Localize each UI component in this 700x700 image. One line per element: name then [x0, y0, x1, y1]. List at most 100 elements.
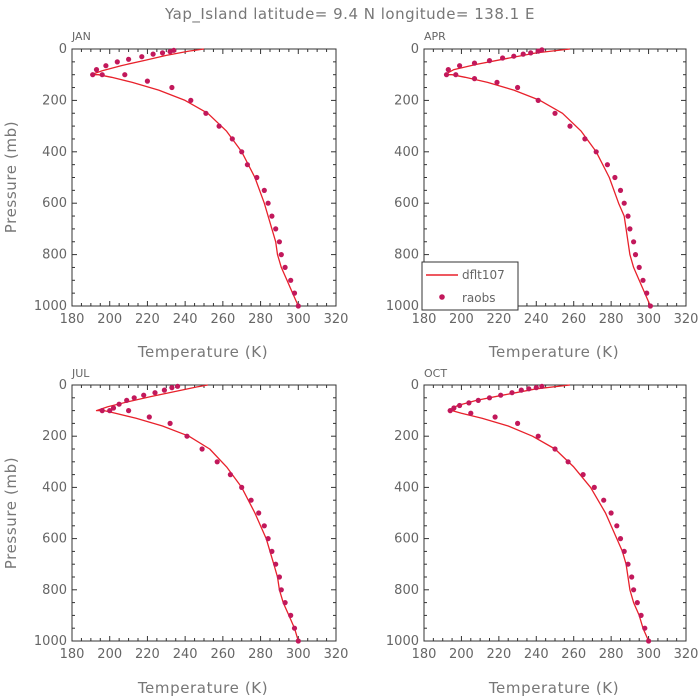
obs-point-jan — [278, 252, 284, 258]
xlabel-oct: Temperature (K) — [488, 679, 619, 697]
obs-point-apr — [471, 76, 478, 82]
obs-point-apr — [552, 110, 558, 116]
obs-point-apr — [515, 84, 521, 91]
obs-point-jan — [171, 47, 177, 53]
panel-jul: JUL Temperature (K) Pressure (mb) — [2, 367, 268, 697]
obs-point-jan — [291, 290, 298, 296]
y-tick-label-jul: 800 — [42, 583, 67, 598]
x-tick-label-jan: 180 — [60, 312, 85, 327]
obs-point-jul — [131, 395, 137, 401]
plot-frame-jan — [71, 48, 337, 307]
obs-point-apr — [539, 47, 545, 53]
y-tick-label-oct: 600 — [394, 532, 419, 547]
obs-point-oct — [486, 395, 493, 401]
obs-point-oct — [638, 612, 644, 619]
y-tick-label-apr: 400 — [394, 145, 419, 160]
obs-point-oct — [591, 484, 597, 490]
x-tick-label-apr: 320 — [674, 312, 699, 327]
x-tick-label-jul: 240 — [173, 647, 198, 662]
obs-point-jul — [184, 433, 190, 439]
obs-point-jul — [167, 420, 173, 426]
x-tick-label-apr: 280 — [599, 312, 624, 327]
obs-point-apr — [631, 239, 637, 245]
obs-point-apr — [520, 51, 526, 57]
x-tick-label-oct: 200 — [449, 647, 474, 662]
obs-point-oct — [498, 392, 504, 398]
y-tick-label-jul: 200 — [42, 429, 67, 444]
obs-point-jul — [261, 523, 267, 529]
obs-point-apr — [486, 58, 493, 64]
y-tick-label-apr: 600 — [394, 196, 419, 211]
x-tick-label-jan: 240 — [173, 312, 198, 327]
obs-point-oct — [509, 390, 515, 396]
obs-point-apr — [640, 277, 646, 283]
obs-point-oct — [539, 383, 545, 389]
obs-point-oct — [646, 638, 652, 644]
obs-point-jan — [126, 56, 132, 62]
obs-point-apr — [511, 53, 517, 59]
obs-point-jul — [99, 408, 105, 414]
obs-point-jan — [216, 123, 222, 129]
model-line-jan — [90, 48, 299, 307]
obs-point-jan — [244, 162, 250, 168]
obs-point-jul — [282, 600, 288, 606]
obs-point-oct — [580, 472, 586, 478]
obs-point-jul — [273, 561, 279, 567]
x-tick-label-oct: 280 — [599, 647, 624, 662]
obs-point-jan — [93, 67, 100, 73]
obs-point-jan — [139, 54, 145, 60]
obs-point-oct — [634, 600, 640, 606]
x-tick-label-jul: 220 — [135, 647, 160, 662]
obs-point-oct — [468, 410, 474, 416]
obs-point-jul — [278, 587, 284, 593]
obs-point-jul — [116, 401, 122, 407]
obs-point-apr — [528, 50, 534, 56]
obs-point-jan — [150, 51, 156, 57]
plot-frame-oct — [423, 384, 687, 642]
x-tick-label-jan: 220 — [135, 312, 160, 327]
obs-point-oct — [515, 420, 521, 426]
obs-point-apr — [494, 79, 500, 85]
y-tick-label-oct: 0 — [411, 378, 419, 393]
model-line-apr — [443, 48, 651, 307]
y-tick-label-oct: 400 — [394, 480, 419, 495]
obs-point-jul — [214, 459, 220, 465]
obs-point-jul — [288, 612, 294, 619]
obs-point-apr — [612, 174, 618, 181]
obs-point-oct — [614, 523, 620, 529]
obs-point-jan — [282, 264, 288, 270]
obs-point-oct — [621, 548, 627, 555]
legend-model-label: dflt107 — [462, 268, 505, 282]
obs-point-oct — [552, 446, 558, 452]
y-tick-label-jul: 400 — [42, 480, 67, 495]
obs-point-jan — [114, 59, 120, 65]
legend-box — [421, 261, 519, 311]
obs-point-jul — [256, 510, 262, 516]
x-tick-label-jul: 180 — [60, 647, 85, 662]
x-tick-label-jul: 260 — [210, 647, 235, 662]
obs-point-apr — [617, 187, 624, 193]
obs-point-jan — [288, 277, 294, 283]
x-tick-label-oct: 300 — [636, 647, 661, 662]
obs-point-apr — [632, 252, 639, 258]
panel-jan: JAN Temperature (K) Pressure (mb) — [2, 30, 268, 361]
x-tick-label-apr: 260 — [561, 312, 586, 327]
obs-point-apr — [636, 264, 642, 270]
obs-point-oct — [526, 386, 532, 392]
obs-point-apr — [593, 149, 599, 155]
obs-point-jan — [144, 78, 150, 84]
obs-point-jan — [229, 136, 235, 142]
x-tick-label-apr: 220 — [486, 312, 511, 327]
obs-point-apr — [471, 60, 478, 66]
x-tick-label-apr: 300 — [636, 312, 661, 327]
obs-point-oct — [447, 408, 453, 414]
legend-obs-label: raobs — [462, 291, 496, 305]
obs-point-oct — [466, 400, 472, 406]
panel-label-apr: APR — [424, 30, 446, 43]
model-line-oct — [447, 384, 650, 642]
obs-point-jul — [265, 536, 271, 542]
obs-point-jul — [124, 397, 130, 403]
legend: dflt107 raobs — [421, 261, 519, 311]
x-tick-label-oct: 240 — [524, 647, 549, 662]
